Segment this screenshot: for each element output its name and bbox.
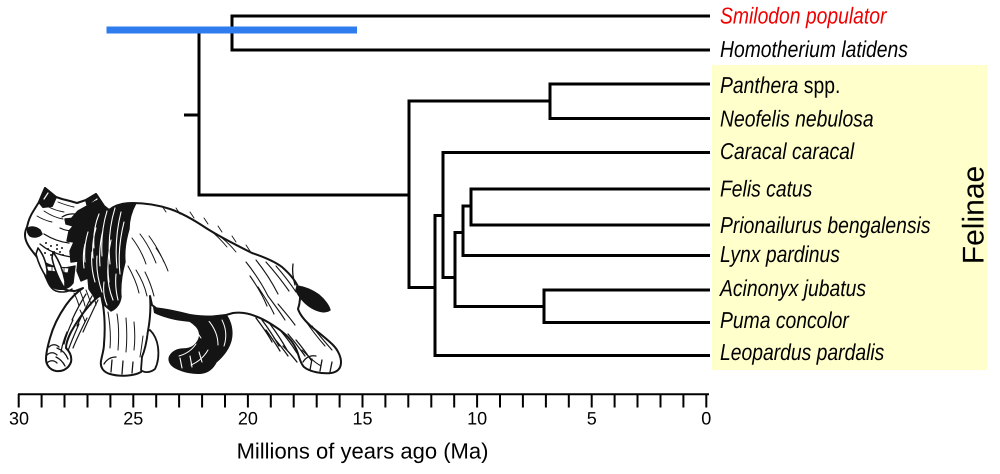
svg-text:Lynx pardinus: Lynx pardinus [720,241,840,267]
svg-text:Felis catus: Felis catus [720,176,813,202]
svg-text:25: 25 [123,409,143,429]
svg-text:0: 0 [701,409,711,429]
svg-text:Acinonyx jubatus: Acinonyx jubatus [718,275,866,301]
svg-text:30: 30 [9,409,29,429]
svg-text:5: 5 [587,409,597,429]
svg-text:10: 10 [467,409,487,429]
svg-text:Smilodon populator: Smilodon populator [720,2,888,28]
svg-text:Homotherium latidens: Homotherium latidens [720,36,908,62]
svg-text:Leopardus pardalis: Leopardus pardalis [720,339,885,365]
svg-text:20: 20 [238,409,258,429]
svg-text:Panthera spp.: Panthera spp. [720,72,840,98]
svg-text:Neofelis nebulosa: Neofelis nebulosa [720,106,874,132]
svg-text:Puma concolor: Puma concolor [720,307,850,333]
svg-text:Millions of years ago (Ma): Millions of years ago (Ma) [237,439,489,464]
svg-text:Prionailurus bengalensis: Prionailurus bengalensis [720,212,931,238]
svg-text:Felinae: Felinae [958,166,991,264]
svg-text:15: 15 [352,409,372,429]
svg-text:Caracal caracal: Caracal caracal [720,138,855,164]
